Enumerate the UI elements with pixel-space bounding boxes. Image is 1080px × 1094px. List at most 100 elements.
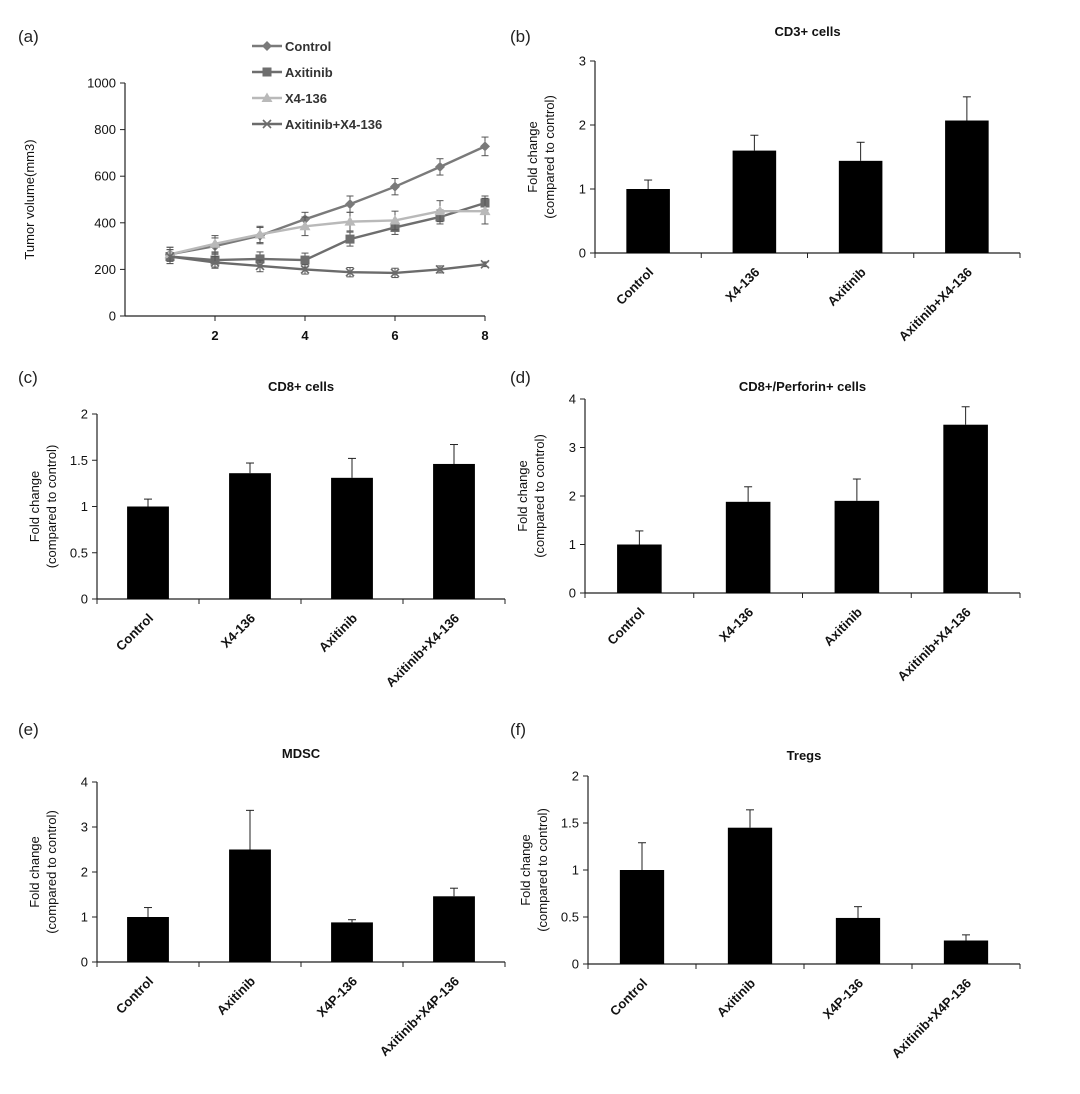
bar bbox=[727, 827, 773, 964]
data-point bbox=[300, 264, 310, 274]
bar bbox=[127, 506, 169, 599]
bar bbox=[835, 917, 881, 964]
y-tick-label: 4 bbox=[81, 775, 88, 790]
y-axis-label: Fold change bbox=[27, 471, 42, 543]
legend-marker bbox=[262, 67, 272, 77]
data-point bbox=[435, 264, 445, 274]
x-tick-label: X4P-136 bbox=[820, 976, 866, 1022]
y-tick-label: 4 bbox=[569, 392, 576, 407]
y-tick-label: 2 bbox=[81, 407, 88, 422]
y-tick-label: 0 bbox=[569, 586, 576, 601]
chart-title: CD3+ cells bbox=[774, 24, 840, 39]
x-tick-label: Axitinib+X4-136 bbox=[894, 605, 973, 684]
y-axis-label: (compared to control) bbox=[44, 810, 59, 934]
data-point bbox=[255, 261, 265, 271]
x-tick-label: Axitinib+X4-136 bbox=[383, 611, 462, 690]
bar bbox=[725, 501, 771, 593]
x-tick-label: 2 bbox=[211, 328, 218, 343]
bar bbox=[626, 189, 670, 253]
panel-label: (b) bbox=[510, 27, 531, 46]
y-tick-label: 1.5 bbox=[70, 453, 88, 468]
y-tick-label: 200 bbox=[94, 262, 116, 277]
data-point bbox=[344, 216, 356, 226]
data-point bbox=[165, 252, 175, 262]
data-point bbox=[435, 161, 445, 172]
legend-label: Axitinib bbox=[285, 65, 333, 80]
y-axis-label: Fold change bbox=[518, 834, 533, 906]
data-point bbox=[300, 255, 310, 265]
x-tick-label: Control bbox=[113, 974, 156, 1017]
legend-entry: Axitinib+X4-136 bbox=[252, 117, 382, 132]
bar bbox=[229, 473, 271, 599]
y-axis-label: (compared to control) bbox=[535, 808, 550, 932]
panel-label: (d) bbox=[510, 368, 531, 387]
x-tick-label: X4P-136 bbox=[314, 974, 360, 1020]
bar bbox=[732, 150, 777, 253]
data-point bbox=[389, 214, 401, 225]
y-tick-label: 0.5 bbox=[561, 910, 579, 925]
y-tick-label: 0 bbox=[109, 309, 116, 324]
bar bbox=[945, 120, 989, 254]
panel-a: (a) 0 200 400 600 800 1000 2 4 6 8 Tumor volume(mm3… bbox=[18, 27, 491, 343]
x-tick-label: Axitinib+X4P-136 bbox=[377, 974, 462, 1059]
y-tick-label: 0 bbox=[81, 592, 88, 607]
bar bbox=[619, 870, 665, 964]
y-tick-label: 2 bbox=[569, 489, 576, 504]
x-tick-label: Control bbox=[613, 265, 656, 308]
data-point bbox=[255, 254, 265, 264]
data-point bbox=[480, 259, 490, 269]
y-axis-label: Tumor volume(mm3) bbox=[22, 139, 37, 259]
x-tick-label: Axitinib bbox=[316, 610, 360, 654]
data-point bbox=[390, 181, 400, 192]
panel-d: (d) 0 1 2 3 4 CD8+/Perforin+ cells Fold change(… bbox=[510, 368, 1021, 684]
x-tick-label: Control bbox=[607, 976, 650, 1019]
bar bbox=[433, 896, 475, 962]
y-tick-label: 3 bbox=[579, 54, 586, 69]
legend-label: Control bbox=[285, 39, 331, 54]
x-tick-label: Control bbox=[113, 611, 156, 654]
bar bbox=[838, 160, 883, 253]
y-tick-label: 1 bbox=[569, 537, 576, 552]
legend-marker bbox=[262, 119, 272, 129]
y-tick-label: 600 bbox=[94, 169, 116, 184]
x-tick-label: X4-136 bbox=[218, 611, 258, 651]
bar bbox=[834, 500, 880, 593]
bar bbox=[943, 424, 988, 593]
y-tick-label: 1000 bbox=[87, 76, 116, 91]
panel-label: (a) bbox=[18, 27, 39, 46]
y-tick-label: 1 bbox=[81, 499, 88, 514]
y-tick-label: 0 bbox=[81, 955, 88, 970]
bar bbox=[943, 940, 989, 964]
series-line bbox=[169, 145, 486, 256]
y-axis-label: Fold change bbox=[27, 836, 42, 908]
data-point bbox=[345, 234, 355, 244]
legend-entry: Axitinib bbox=[252, 65, 333, 80]
y-tick-label: 1 bbox=[572, 863, 579, 878]
series-line bbox=[169, 255, 486, 275]
legend-marker bbox=[261, 92, 273, 102]
series-line bbox=[169, 201, 486, 262]
x-tick-label: Axitinib bbox=[821, 604, 865, 648]
data-point bbox=[254, 228, 266, 239]
data-point bbox=[209, 238, 221, 248]
y-tick-label: 1 bbox=[81, 910, 88, 925]
y-tick-label: 0 bbox=[572, 957, 579, 972]
y-tick-label: 1.5 bbox=[561, 816, 579, 831]
y-axis-label: (compared to control) bbox=[542, 95, 557, 219]
x-tick-label: X4-136 bbox=[722, 265, 762, 305]
data-point bbox=[299, 220, 311, 231]
bar bbox=[617, 544, 662, 593]
x-tick-label: Axitinib+X4P-136 bbox=[889, 976, 974, 1061]
series-x4-136 bbox=[164, 197, 491, 262]
x-tick-label: Control bbox=[604, 605, 647, 648]
y-tick-label: 1 bbox=[579, 182, 586, 197]
bar bbox=[229, 849, 271, 962]
x-tick-label: Axitinib bbox=[824, 264, 868, 308]
y-tick-label: 2 bbox=[579, 118, 586, 133]
data-point bbox=[345, 267, 355, 277]
series-line bbox=[169, 209, 485, 256]
bar bbox=[331, 477, 373, 599]
data-point bbox=[479, 205, 491, 216]
data-point bbox=[390, 268, 400, 278]
bar bbox=[331, 922, 373, 962]
